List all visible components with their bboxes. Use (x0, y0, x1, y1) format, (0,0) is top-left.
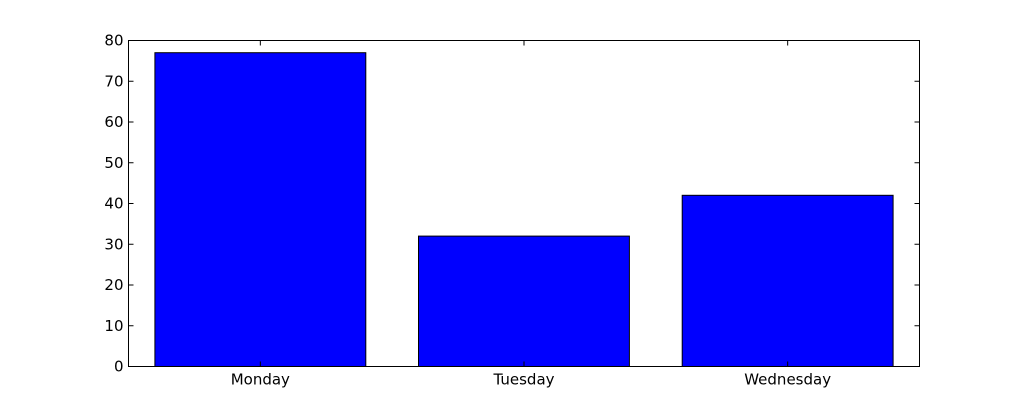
y-tick-label: 40 (104, 195, 123, 213)
y-tick-label: 70 (104, 72, 123, 90)
bar-monday (154, 52, 367, 367)
y-tick-label: 50 (104, 154, 123, 172)
axes-frame (128, 40, 920, 367)
y-tick-label: 60 (104, 113, 123, 131)
y-tick-label: 20 (104, 276, 123, 294)
y-tick-label: 30 (104, 235, 123, 253)
ticks-group: Monday Tuesday Wednesday 0 10 20 30 40 50 60 70 80 (104, 32, 920, 389)
y-tick-label: 10 (104, 317, 123, 335)
x-tick-label: Wednesday (744, 371, 831, 389)
x-tick-label: Monday (231, 371, 290, 389)
bar-tuesday (418, 235, 630, 367)
y-tick-label: 0 (114, 358, 124, 376)
bars-group (154, 52, 894, 367)
bar-wednesday (681, 194, 894, 367)
y-tick-label: 80 (104, 32, 123, 50)
x-tick-label: Tuesday (492, 371, 554, 389)
